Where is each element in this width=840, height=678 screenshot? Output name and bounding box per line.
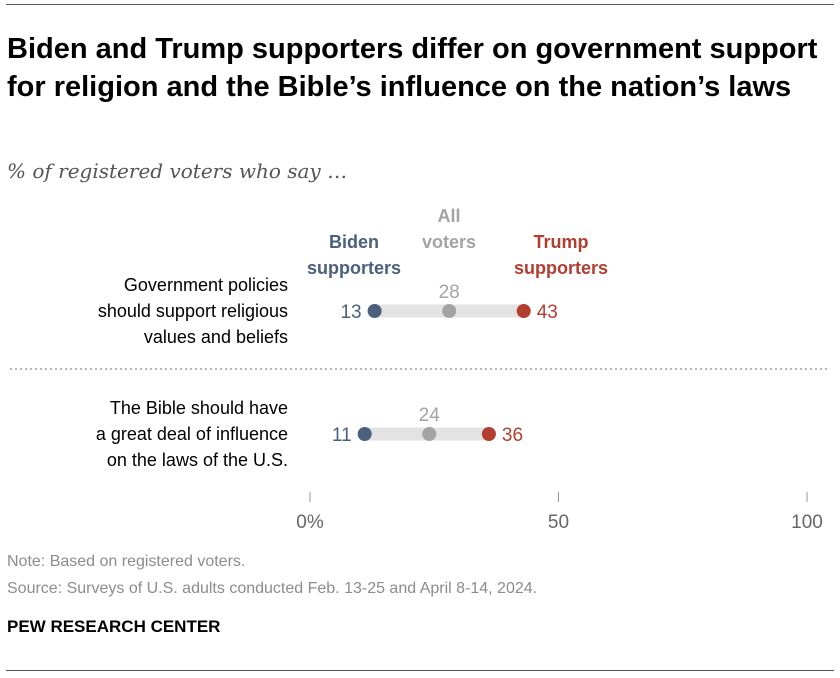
- row-label-line: Government policies: [124, 275, 288, 295]
- legend-trump-line1: Trump: [533, 232, 588, 252]
- axis-tick-label: 50: [548, 512, 569, 533]
- trump-dot: [516, 304, 531, 318]
- chart-title: Biden and Trump supporters differ on gov…: [7, 33, 818, 103]
- trump-value-label: 36: [502, 425, 523, 446]
- legend-all-line2: voters: [422, 232, 476, 252]
- dot-plot: Biden supporters All voters Trump suppor…: [10, 206, 830, 533]
- row-label-line: values and beliefs: [144, 327, 288, 347]
- biden-value-label: 13: [340, 302, 361, 323]
- all-voters-value-label: 24: [419, 405, 441, 426]
- all-voters-dot: [422, 427, 437, 441]
- pew-research-center-logo: PEW RESEARCH CENTER: [7, 617, 221, 636]
- trump-value-label: 43: [537, 302, 558, 323]
- biden-dot: [367, 304, 382, 318]
- biden-value-label: 11: [332, 425, 352, 446]
- legend-trump-line2: supporters: [514, 258, 608, 278]
- chart-subtitle: % of registered voters who say …: [7, 159, 348, 183]
- chart-rows: Government policies should support religi…: [96, 275, 558, 470]
- chart-row: Government policies should support religi…: [98, 275, 558, 347]
- axis-tick-label: 100: [791, 512, 823, 533]
- row-label-line: should support religious: [98, 301, 288, 321]
- legend: Biden supporters All voters Trump suppor…: [307, 206, 608, 278]
- legend-biden-line1: Biden: [329, 232, 379, 252]
- biden-dot: [357, 427, 372, 441]
- legend-biden-line2: supporters: [307, 258, 401, 278]
- axis-tick-label: 0%: [296, 512, 324, 533]
- chart-source: Source: Surveys of U.S. adults conducted…: [7, 580, 538, 597]
- row-label-line: on the laws of the U.S.: [107, 450, 288, 470]
- x-axis: 0% 50 100: [296, 492, 823, 533]
- bottom-rule: [6, 670, 834, 671]
- legend-all-line1: All: [437, 206, 460, 226]
- all-voters-value-label: 28: [439, 282, 460, 303]
- chart-note: Note: Based on registered voters.: [7, 553, 246, 570]
- chart-row: The Bible should have a great deal of inf…: [96, 398, 523, 470]
- all-voters-dot: [442, 304, 457, 318]
- top-rule: [6, 4, 834, 5]
- row-label-line: a great deal of influence: [96, 424, 288, 444]
- trump-dot: [481, 427, 496, 441]
- row-label-line: The Bible should have: [110, 398, 288, 418]
